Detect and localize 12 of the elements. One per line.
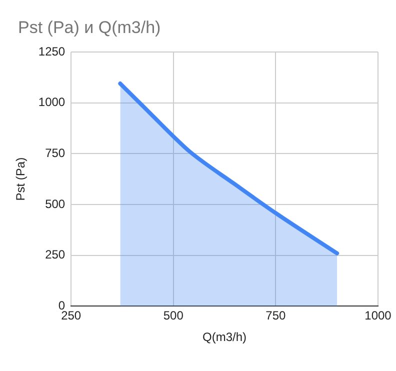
y-tick-label: 750 (45, 146, 66, 160)
x-axis-title: Q(m3/h) (202, 330, 247, 344)
y-tick-label: 1000 (38, 95, 66, 110)
chart-title: Pst (Pa) и Q(m3/h) (18, 18, 161, 38)
x-tick-label: 1000 (364, 308, 392, 323)
y-axis-title: Pst (Pa) (14, 157, 28, 201)
x-tick-label: 250 (61, 308, 82, 323)
x-tick-label: 750 (266, 308, 286, 323)
x-tick-label: 500 (163, 308, 184, 323)
y-tick-label: 500 (45, 196, 66, 211)
y-tick-label: 250 (45, 248, 66, 262)
y-tick-label: 1250 (38, 44, 66, 58)
